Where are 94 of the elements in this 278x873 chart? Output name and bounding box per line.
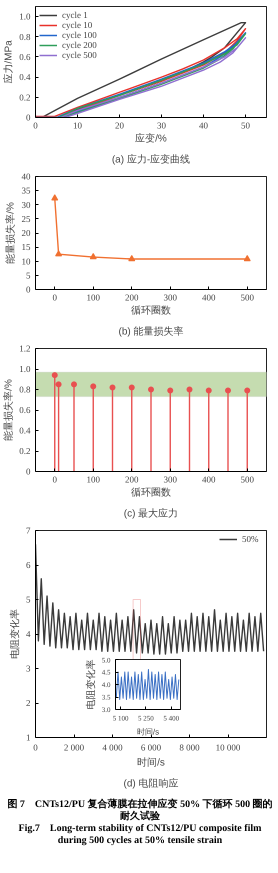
y-tick-label: 0.2 [19, 92, 30, 102]
text: (a) 应力-应变曲线 [112, 154, 190, 166]
y-tick-label: 25 [22, 214, 31, 224]
y-tick-label: 0 [26, 284, 31, 294]
y-tick-label: 0.6 [19, 405, 31, 415]
x-tick-label: 500 [240, 474, 254, 484]
legend-label: cycle 100 [62, 30, 97, 40]
point [90, 253, 97, 260]
y-tick-label: 1 [26, 732, 30, 742]
x-tick-label: 100 [86, 292, 100, 302]
line-series [116, 669, 180, 700]
y-tick-label: 0.8 [19, 384, 31, 394]
y-axis-title: 能量损失率/% [4, 202, 16, 264]
x-tick-label: 500 [240, 292, 254, 302]
x-tick-label: 300 [164, 474, 178, 484]
legend-label: cycle 1 [62, 10, 88, 20]
point [55, 250, 62, 256]
point [51, 194, 58, 200]
x-tick-label: 50 [241, 120, 250, 130]
x-tick-label: 400 [202, 474, 216, 484]
point [52, 372, 58, 378]
point [225, 388, 231, 394]
x-tick-label: 10 [73, 120, 82, 130]
y-tick-label: 0 [26, 112, 31, 122]
point [71, 381, 77, 388]
x-tick-label: 200 [125, 474, 139, 484]
y-tick-label: 1.2 [19, 344, 30, 354]
x-axis-title: 时间/s [136, 728, 160, 736]
x-axis-title: 循环圈数 [131, 488, 171, 498]
x-tick-label: 200 [125, 292, 139, 302]
y-tick-label: 2 [26, 698, 30, 708]
caption: Fig.7 Long-term stability of CNTs12/PU composite film during 500 cycles at 50% tensile strain [18, 823, 262, 846]
point [128, 255, 136, 262]
y-tick-label: 10 [22, 256, 31, 266]
y-tick-label: 7 [26, 526, 31, 536]
y-tick-label: 0 [26, 466, 31, 476]
y-tick-label: 35 [22, 186, 31, 196]
y-axis-title: 能量损失率/% [2, 379, 14, 441]
y-tick-label: 1.0 [19, 364, 31, 374]
legend-label: cycle 500 [62, 50, 97, 60]
text: (d) 电阻响应 [124, 778, 178, 790]
y-tick-label: 1.0 [19, 12, 31, 22]
point [110, 384, 116, 390]
x-axis-title: 应变/% [135, 132, 167, 144]
line-series [36, 544, 264, 655]
point [186, 386, 192, 392]
y-tick-label: 6 [26, 560, 31, 570]
y-tick-label: 0.4 [19, 72, 31, 82]
legend-label: cycle 10 [62, 20, 92, 30]
y-tick-label: 5 [26, 270, 31, 280]
x-tick-label: 30 [157, 120, 166, 130]
point [90, 383, 96, 390]
x-tick-label: 10 000 [216, 742, 241, 752]
y-tick-label: 0.4 [19, 426, 31, 436]
x-tick-label: 2 000 [64, 742, 85, 752]
legend-label: 50% [242, 534, 260, 544]
y-tick-label: 3 [26, 664, 31, 674]
y-tick-label: 15 [22, 242, 31, 252]
point [148, 386, 154, 392]
point [244, 388, 250, 394]
x-tick-label: 0 [52, 292, 58, 302]
point [128, 384, 135, 390]
y-tick-label: 30 [22, 200, 31, 210]
y-tick-label: 0.8 [19, 32, 31, 42]
x-axis-title: 循环圈数 [131, 306, 171, 316]
x-tick-label: 300 [164, 292, 178, 302]
point [244, 255, 251, 262]
legend-label: cycle 200 [62, 40, 97, 50]
point [56, 381, 62, 388]
x-tick-label: 400 [202, 292, 216, 302]
y-tick-label: 0.2 [19, 446, 30, 456]
y-axis-title: 应力/MPa [2, 40, 14, 84]
x-tick-label: 4 000 [102, 742, 124, 752]
text: (c) 最大应力 [124, 508, 178, 520]
y-tick-label: 4 [26, 629, 31, 639]
x-tick-label: 40 [199, 120, 208, 130]
x-tick-label: 0 [33, 120, 38, 130]
x-tick-label: 0 [33, 742, 38, 752]
point [206, 388, 212, 394]
y-tick-label: 20 [22, 228, 31, 238]
x-axis-title: 时间/s [137, 756, 165, 768]
point [167, 388, 174, 394]
x-tick-label: 100 [86, 474, 100, 484]
x-tick-label: 20 [115, 120, 124, 130]
text: (b) 能量损失率 [118, 326, 184, 338]
y-tick-label: 5 [26, 594, 31, 604]
y-axis-title: 电阻变化率 [9, 609, 21, 659]
caption: 图 7 CNTs12/PU 复合薄膜在拉伸应变 50% 下循环 500 圈的耐久试验 [7, 799, 273, 822]
y-tick-label: 0.6 [19, 52, 31, 62]
x-tick-label: 8 000 [179, 742, 200, 752]
x-tick-label: 6 000 [140, 742, 162, 752]
y-tick-label: 40 [22, 172, 31, 182]
x-tick-label: 0 [52, 474, 58, 484]
y-axis-title: 电阻变化率 [84, 660, 97, 710]
